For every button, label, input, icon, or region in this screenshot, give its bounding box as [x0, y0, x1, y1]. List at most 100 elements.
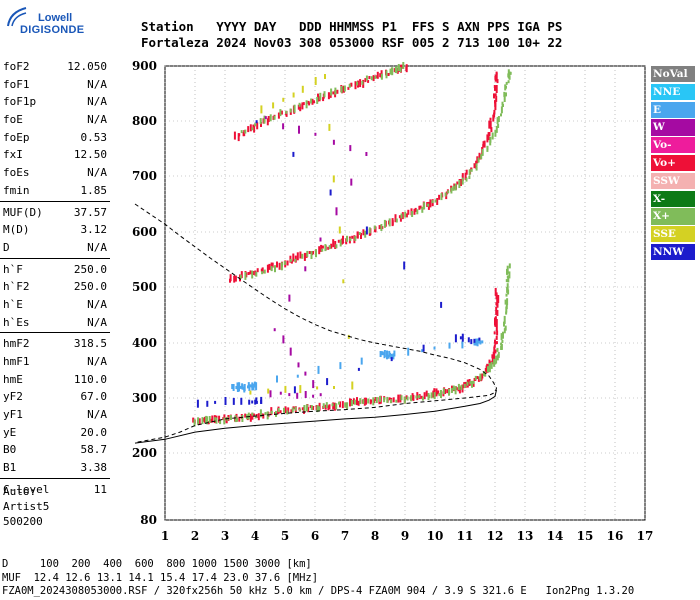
echo-trace-mark: [238, 416, 241, 422]
echo-trace-mark: [500, 343, 503, 350]
echo-trace-mark: [421, 349, 424, 353]
echo-trace-mark: [405, 213, 408, 218]
echo-trace-mark: [229, 274, 232, 282]
echo-trace-mark: [233, 131, 236, 140]
y-tick-label: 300: [132, 391, 157, 405]
echo-trace-mark: [359, 79, 362, 88]
echo-trace-mark: [473, 341, 476, 346]
echo-trace-mark: [332, 91, 335, 95]
echo-trace-mark: [335, 207, 338, 216]
echo-trace-mark: [486, 134, 489, 143]
param-label: hmF1: [3, 355, 30, 368]
echo-trace-mark: [505, 293, 508, 297]
echo-trace-mark: [286, 260, 289, 266]
echo-trace-mark: [395, 66, 398, 74]
echo-trace-mark: [253, 413, 255, 417]
echo-trace-mark: [328, 245, 331, 250]
echo-trace-mark: [240, 130, 243, 134]
echo-trace-mark: [468, 176, 471, 179]
echo-trace-mark: [373, 225, 376, 230]
echo-trace-mark: [472, 380, 475, 384]
echo-trace-mark: [219, 420, 222, 425]
param-row: hmF2 318.5: [0, 335, 110, 353]
echo-trace-mark: [289, 258, 292, 262]
echo-trace-mark: [489, 120, 492, 129]
echo-trace-mark: [425, 390, 428, 397]
echo-trace-mark: [507, 69, 510, 78]
echo-trace-mark: [364, 78, 367, 83]
echo-trace-mark: [337, 239, 340, 243]
echo-trace-mark: [365, 397, 367, 405]
echo-trace-mark: [260, 396, 263, 404]
echo-trace-mark: [252, 271, 255, 275]
echo-trace-mark: [353, 399, 356, 405]
param-row: MUF(D) 37.57: [0, 204, 110, 222]
echo-trace-mark: [423, 392, 426, 400]
echo-trace-mark: [421, 206, 424, 213]
echo-trace-mark: [235, 386, 238, 389]
echo-trace-mark: [505, 92, 507, 97]
echo-trace-mark: [395, 399, 398, 403]
echo-trace-mark: [403, 396, 406, 404]
echo-trace-mark: [294, 258, 297, 262]
echo-trace-mark: [481, 373, 484, 379]
param-label: foF1: [3, 77, 30, 91]
param-row: foF2 12.050: [0, 58, 110, 76]
echo-trace-mark: [249, 384, 252, 388]
echo-trace-mark: [264, 116, 267, 120]
echo-trace-mark: [365, 226, 368, 235]
echo-trace-mark: [483, 140, 486, 148]
echo-trace-mark: [307, 407, 310, 413]
echo-trace-mark: [495, 95, 498, 102]
echo-trace-mark: [193, 419, 196, 427]
param-label: B0: [3, 443, 17, 457]
echo-trace-mark: [506, 265, 509, 274]
echo-trace-mark: [401, 212, 404, 220]
echo-trace-mark: [334, 87, 337, 95]
echo-trace-mark: [238, 133, 241, 137]
echo-trace-mark: [291, 407, 294, 413]
echo-trace-mark: [360, 357, 363, 365]
echo-trace-mark: [505, 81, 508, 85]
echo-trace-mark: [363, 397, 366, 406]
y-tick-label: 200: [132, 446, 157, 460]
echo-trace-mark: [505, 279, 508, 283]
echo-trace-mark: [263, 115, 266, 124]
echo-trace-mark: [240, 271, 243, 279]
y-tick-label: 500: [132, 280, 157, 294]
echo-trace-mark: [438, 194, 441, 200]
echo-trace-mark: [459, 336, 462, 340]
x-tick-label: 2: [191, 529, 199, 543]
echo-trace-mark: [301, 253, 304, 259]
echo-trace-mark: [379, 73, 382, 78]
echo-trace-mark: [390, 357, 393, 362]
echo-trace-mark: [310, 251, 313, 259]
echo-trace-mark: [290, 409, 293, 414]
echo-trace-mark: [296, 392, 299, 399]
echo-trace-mark: [340, 85, 343, 93]
echo-trace-mark: [270, 410, 273, 414]
echo-trace-mark: [241, 386, 244, 390]
param-label: foF2: [3, 60, 30, 73]
echo-trace-mark: [438, 393, 441, 397]
legend-item-vo-: Vo+: [651, 154, 695, 172]
echo-trace-mark: [502, 331, 504, 339]
echo-trace-mark: [475, 338, 478, 346]
echo-trace-mark: [234, 275, 237, 282]
echo-trace-mark: [397, 394, 400, 403]
echo-trace-mark: [417, 395, 420, 399]
x-tick-label: 15: [577, 529, 594, 543]
echo-trace-mark: [296, 374, 299, 378]
echo-trace-mark: [492, 114, 495, 122]
echo-trace-mark: [489, 117, 492, 121]
echo-trace-mark: [380, 224, 383, 231]
echo-trace-mark: [357, 400, 360, 406]
param-row: fmin 1.85: [0, 182, 110, 200]
echo-trace-mark: [414, 207, 417, 212]
echo-trace-mark: [431, 200, 434, 204]
echo-trace-mark: [420, 395, 423, 399]
echo-trace-mark: [310, 98, 313, 104]
param-label: yF2: [3, 390, 23, 404]
echo-trace-mark: [496, 310, 499, 316]
echo-trace-mark: [389, 399, 392, 404]
